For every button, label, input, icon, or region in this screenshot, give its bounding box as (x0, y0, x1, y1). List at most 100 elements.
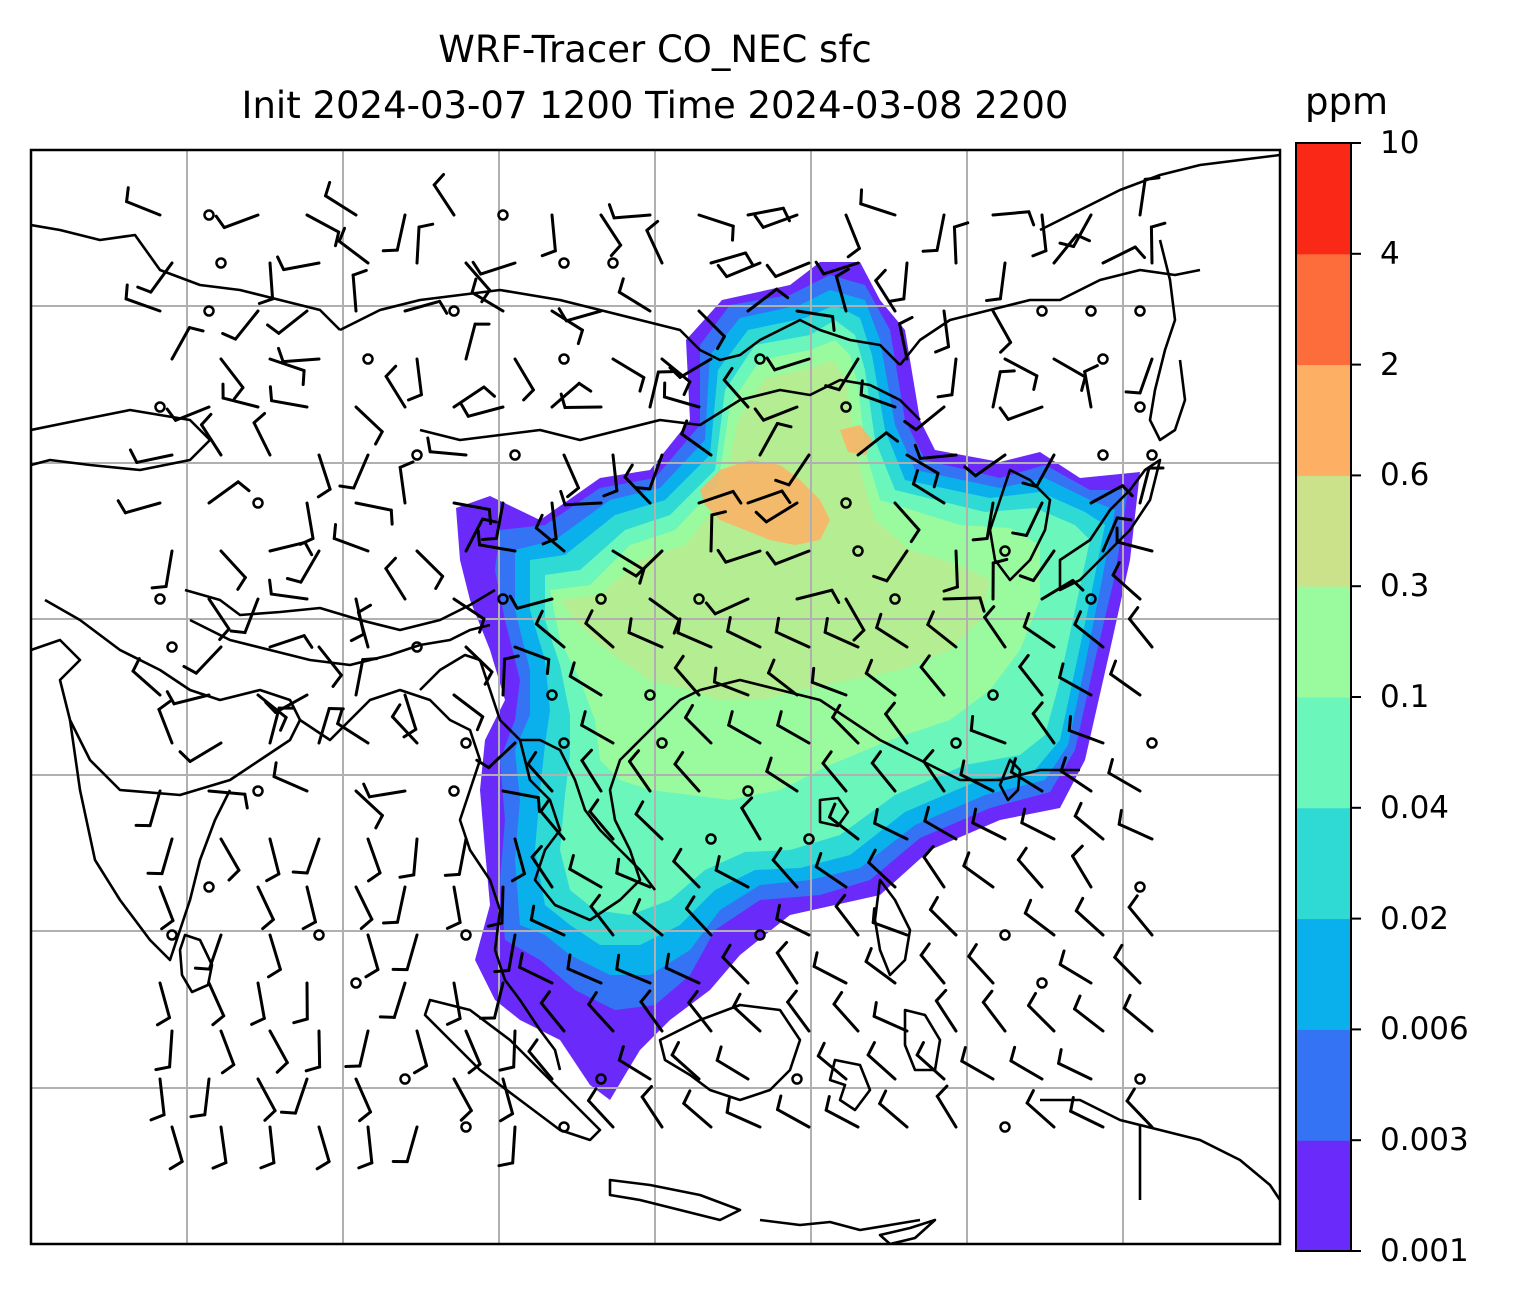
wind-barb (412, 837, 419, 877)
wind-barb-flag (434, 574, 445, 590)
wind-barb-flag (364, 968, 380, 979)
calm-wind-marker (166, 929, 178, 941)
wind-barb-flag (390, 703, 402, 719)
wind-barb-flag (1127, 894, 1139, 909)
wind-barb-flag (765, 756, 773, 773)
wind-barb-flag (218, 627, 231, 641)
wind-barb-flag (1075, 233, 1091, 243)
wind-barb-flag (617, 277, 625, 294)
wind-barb (305, 837, 321, 875)
wind-barb (1073, 1007, 1105, 1033)
wind-barb (305, 501, 315, 540)
wind-barb-flag (714, 855, 721, 872)
wind-barb (513, 645, 551, 662)
calm-wind-marker (693, 593, 705, 605)
wind-barb-flag (331, 673, 343, 688)
wind-barb (827, 815, 860, 841)
wind-barb (875, 626, 909, 649)
wind-barb (822, 261, 860, 276)
calm-wind-marker (1134, 881, 1146, 893)
wind-barb-flag (638, 568, 646, 585)
wind-barb (1111, 573, 1142, 601)
wind-barb (452, 981, 462, 1020)
wind-barb-flag (834, 267, 850, 278)
wind-barb (563, 405, 603, 410)
wind-barb-flag (417, 222, 435, 229)
calm-wind-marker (558, 737, 570, 749)
wind-barb (452, 693, 485, 719)
calm-wind-marker (1097, 353, 1109, 365)
wind-barb (952, 225, 958, 265)
wind-barb-flag (285, 576, 303, 584)
colorbar-tick-label: 0.1 (1380, 679, 1430, 715)
wind-barb-flag (744, 251, 755, 267)
wind-barb-flag (131, 657, 141, 673)
wind-barb (834, 274, 848, 313)
wind-barb (837, 357, 860, 392)
calm-wind-marker (1134, 401, 1146, 413)
wind-barb-flag (529, 904, 536, 922)
wind-barb (823, 630, 860, 649)
wind-barb-flag (165, 690, 176, 706)
wind-barb-flag (684, 895, 696, 911)
tracer-level-0.6b (840, 425, 872, 455)
wind-barb (1071, 854, 1093, 889)
wind-barb (687, 1001, 713, 1033)
wind-barb-flag (824, 384, 841, 392)
wind-barb (354, 501, 393, 512)
wind-barb (470, 291, 505, 313)
colorbar-segment-4 (1296, 143, 1351, 255)
wind-barb (172, 693, 211, 706)
wind-barb (415, 1029, 429, 1068)
wind-barb-flag (315, 1160, 331, 1171)
wind-barb-flag (508, 594, 519, 610)
wind-barb (268, 357, 306, 373)
wind-barb (713, 597, 750, 616)
wind-barb-flag (1111, 561, 1121, 577)
calm-wind-marker (497, 593, 509, 605)
calm-wind-marker (166, 641, 178, 653)
wind-barb (761, 213, 799, 229)
wind-barb-flag (672, 847, 683, 863)
wind-barb (670, 1053, 701, 1081)
wind-barb-flag (279, 715, 288, 732)
wind-barb (589, 905, 615, 937)
wind-barb-flag (1026, 991, 1037, 1008)
wind-barb (776, 723, 811, 745)
wind-barb-flag (478, 617, 486, 634)
calm-wind-marker (558, 353, 570, 365)
wind-barb (722, 378, 750, 409)
wind-barb (878, 1102, 909, 1129)
coastline-india-south (68, 719, 232, 962)
wind-barb-flag (545, 658, 551, 676)
wind-barb-flag (971, 537, 989, 542)
calm-wind-marker (154, 593, 166, 605)
wind-barb (867, 860, 897, 889)
calm-wind-marker (1036, 977, 1048, 989)
wind-barb (914, 405, 946, 432)
wind-barb (580, 723, 615, 745)
wind-barb-flag (150, 585, 168, 590)
wind-barb (926, 623, 958, 649)
wind-barb (277, 309, 309, 335)
wind-barb (864, 960, 897, 985)
lesser-sunda (759, 1218, 921, 1232)
wind-barb (725, 1110, 762, 1129)
wind-barb-flag (628, 749, 641, 763)
wind-barb (611, 549, 646, 572)
wind-barb (501, 657, 507, 697)
wind-barb (775, 951, 799, 985)
wind-barb (615, 871, 652, 889)
wind-barb-flag (1074, 896, 1085, 913)
wind-barb-flag (776, 710, 783, 727)
wind-barb-flag (1032, 374, 1039, 391)
wind-barb-flag (149, 1113, 166, 1122)
wind-barb (539, 809, 566, 841)
korea (988, 468, 1052, 582)
calm-wind-marker (999, 929, 1011, 941)
wind-barb (1020, 821, 1056, 841)
wind-barb (507, 933, 517, 972)
wind-barb (405, 1125, 419, 1164)
wind-barb-flag (638, 376, 646, 393)
wind-barb-flag (189, 1113, 207, 1119)
